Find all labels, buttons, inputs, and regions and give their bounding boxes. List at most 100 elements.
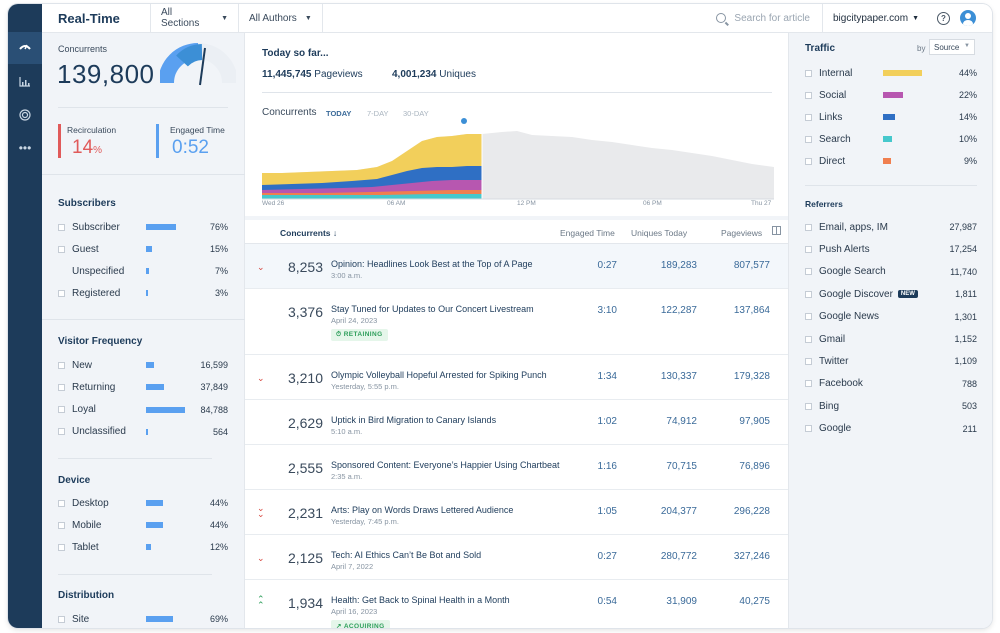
checkbox[interactable]: [805, 157, 812, 165]
authors-dropdown[interactable]: All Authors ▼: [238, 4, 323, 32]
device-value: 44%: [209, 498, 228, 508]
checkbox[interactable]: [58, 406, 65, 414]
distribution-row[interactable]: Site 69%: [58, 612, 228, 626]
checkbox[interactable]: [805, 335, 812, 343]
checkbox[interactable]: [58, 543, 65, 551]
subscriber-row[interactable]: Subscriber 76%: [58, 220, 228, 234]
pageviews-stat: 11,445,745 Pageviews: [262, 69, 363, 80]
header-engaged[interactable]: Engaged Time: [560, 228, 615, 238]
referrer-value: 211: [962, 423, 977, 434]
columns-icon[interactable]: [772, 226, 781, 235]
chevron-down-icon: ▼: [221, 14, 228, 22]
article-title-link[interactable]: Opinion: Headlines Look Best at the Top …: [331, 259, 533, 269]
sections-dropdown[interactable]: All Sections ▼: [150, 4, 238, 32]
help-icon[interactable]: ?: [937, 11, 950, 25]
header-uniques[interactable]: Uniques Today: [631, 228, 688, 238]
table-row[interactable]: 2,555 Sponsored Content: Everyone’s Happi…: [245, 445, 788, 490]
article-title-link[interactable]: Health: Get Back to Spinal Health in a M…: [331, 595, 510, 605]
checkbox[interactable]: [805, 268, 812, 276]
target-icon[interactable]: [8, 99, 42, 131]
checkbox[interactable]: [58, 223, 65, 231]
tab-today[interactable]: TODAY: [326, 109, 352, 118]
checkbox[interactable]: [805, 69, 812, 77]
checkbox[interactable]: [805, 357, 812, 365]
traffic-row[interactable]: Social 22%: [805, 88, 977, 102]
checkbox[interactable]: [58, 499, 65, 507]
checkbox[interactable]: [805, 91, 812, 99]
device-row[interactable]: Desktop 44%: [58, 496, 228, 510]
referrer-row[interactable]: Gmail 1,152: [805, 332, 977, 346]
frequency-row[interactable]: New 16,599: [58, 358, 228, 372]
traffic-row[interactable]: Direct 9%: [805, 154, 977, 168]
referrer-row[interactable]: Facebook 788: [805, 377, 977, 391]
checkbox[interactable]: [58, 521, 65, 529]
table-row[interactable]: ⌄ ⌄ 2,231 Arts: Play on Words Draws Lettere…: [245, 490, 788, 535]
tab-30-day[interactable]: 30-DAY: [403, 109, 429, 118]
subscriber-row[interactable]: Unspecified 7%: [58, 264, 228, 278]
article-title-link[interactable]: Stay Tuned for Updates to Our Concert Li…: [331, 304, 534, 314]
table-row[interactable]: ⌃ ⌃ 1,934 Health: Get Back to Spinal Health…: [245, 580, 788, 628]
referrer-row[interactable]: Push Alerts 17,254: [805, 242, 977, 256]
referrer-row[interactable]: Google 211: [805, 422, 977, 436]
table-row[interactable]: 2,629 Uptick in Bird Migration to Canary …: [245, 400, 788, 445]
row-concurrents: 8,253: [287, 259, 323, 275]
checkbox[interactable]: [805, 245, 812, 253]
article-title-link[interactable]: Uptick in Bird Migration to Canary Islan…: [331, 415, 497, 425]
article-title-link[interactable]: Olympic Volleyball Hopeful Arrested for …: [331, 370, 547, 380]
source-dropdown[interactable]: Source ▼: [929, 39, 975, 55]
search-input[interactable]: Search for article: [734, 12, 810, 24]
sort-concurrents[interactable]: Concurrents ↓: [280, 228, 338, 238]
checkbox[interactable]: [805, 135, 812, 143]
checkbox[interactable]: [58, 383, 65, 391]
subscriber-bar: [146, 268, 149, 274]
checkbox[interactable]: [805, 223, 812, 231]
avatar[interactable]: [960, 10, 976, 26]
tab-7-day[interactable]: 7-DAY: [367, 109, 389, 118]
traffic-row[interactable]: Internal 44%: [805, 66, 977, 80]
row-uniques: 70,715: [666, 461, 697, 472]
bar-chart-icon[interactable]: [8, 66, 42, 98]
frequency-row[interactable]: Returning 37,849: [58, 380, 228, 394]
search-box[interactable]: Search for article: [716, 4, 822, 32]
frequency-row[interactable]: Loyal 84,788: [58, 403, 228, 417]
checkbox[interactable]: [58, 361, 65, 369]
checkbox[interactable]: [58, 289, 65, 297]
checkbox[interactable]: [58, 245, 65, 253]
checkbox[interactable]: [805, 380, 812, 388]
site-selector[interactable]: bigcitypaper.com ▼: [822, 4, 929, 32]
referrer-row[interactable]: Bing 503: [805, 399, 977, 413]
article-title-link[interactable]: Arts: Play on Words Draws Lettered Audie…: [331, 505, 514, 515]
referrer-row[interactable]: Twitter 1,109: [805, 354, 977, 368]
subscriber-row[interactable]: Registered 3%: [58, 286, 228, 300]
checkbox[interactable]: [58, 615, 65, 623]
subscriber-row[interactable]: Guest 15%: [58, 242, 228, 256]
referrer-row[interactable]: Google Discover NEW 1,811: [805, 287, 977, 301]
checkbox[interactable]: [805, 113, 812, 121]
referrer-row[interactable]: Google News 1,301: [805, 310, 977, 324]
table-row[interactable]: ⌄ 8,253 Opinion: Headlines Look Best at th…: [245, 244, 788, 289]
realtime-icon[interactable]: [8, 32, 42, 64]
checkbox[interactable]: [58, 428, 65, 436]
referrer-row[interactable]: Google Search 11,740: [805, 265, 977, 279]
checkbox[interactable]: [805, 402, 812, 410]
device-row[interactable]: Mobile 44%: [58, 518, 228, 532]
distribution-name: Site: [72, 613, 90, 625]
header-pageviews[interactable]: Pageviews: [721, 228, 763, 238]
table-row[interactable]: ⌄ 3,210 Olympic Volleyball Hopeful Arreste…: [245, 355, 788, 400]
referrer-value: 1,301: [954, 311, 977, 322]
referrer-row[interactable]: Email, apps, IM 27,987: [805, 220, 977, 234]
checkbox[interactable]: [805, 290, 812, 298]
referrers-title: Referrers: [805, 199, 843, 209]
row-pageviews: 296,228: [733, 506, 770, 517]
article-title-link[interactable]: Tech: AI Ethics Can’t Be Bot and Sold: [331, 550, 482, 560]
table-row[interactable]: 3,376 Stay Tuned for Updates to Our Conce…: [245, 289, 788, 355]
frequency-row[interactable]: Unclassified 564: [58, 425, 228, 439]
more-icon[interactable]: •••: [18, 141, 32, 155]
traffic-row[interactable]: Links 14%: [805, 110, 977, 124]
device-row[interactable]: Tablet 12%: [58, 540, 228, 554]
traffic-row[interactable]: Search 10%: [805, 132, 977, 146]
checkbox[interactable]: [805, 313, 812, 321]
article-title-link[interactable]: Sponsored Content: Everyone’s Happier Us…: [331, 460, 560, 470]
table-row[interactable]: ⌄ 2,125 Tech: AI Ethics Can’t Be Bot and S…: [245, 535, 788, 580]
checkbox[interactable]: [805, 425, 812, 433]
